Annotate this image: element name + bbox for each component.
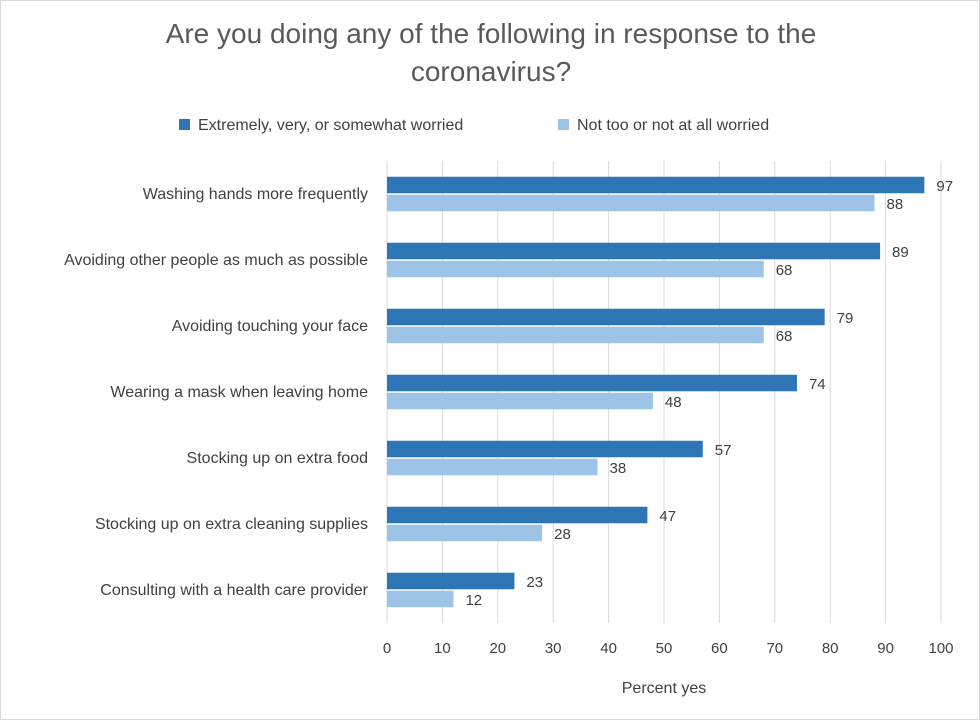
bar-worried — [387, 308, 825, 326]
legend-label-worried: Extremely, very, or somewhat worried — [198, 117, 464, 134]
x-tick-label: 10 — [434, 640, 451, 657]
category-labels: Washing hands more frequently Avoiding ot… — [64, 186, 369, 599]
data-label: 38 — [610, 460, 627, 477]
data-label: 68 — [776, 328, 793, 345]
category-label: Wearing a mask when leaving home — [110, 384, 368, 401]
bar-worried — [387, 572, 515, 590]
x-tick-label: 60 — [711, 640, 728, 657]
bar-worried — [387, 242, 881, 260]
x-axis-label: Percent yes — [622, 680, 706, 697]
data-label: 57 — [715, 442, 732, 459]
data-label: 74 — [809, 376, 826, 393]
x-tick-label: 100 — [928, 640, 953, 657]
x-tick-label: 80 — [822, 640, 839, 657]
category-label: Washing hands more frequently — [143, 186, 368, 203]
bar-not-worried — [387, 458, 598, 476]
data-label: 79 — [837, 310, 854, 327]
category-label: Avoiding other people as much as possibl… — [64, 252, 368, 269]
data-labels: 97 88 89 68 79 68 74 48 57 38 47 28 23 12 — [465, 178, 953, 609]
data-label: 68 — [776, 262, 793, 279]
x-tick-labels: 0 10 20 30 40 50 60 70 80 90 100 — [383, 640, 954, 657]
x-tick-label: 40 — [600, 640, 617, 657]
chart-title: Are you doing any of the following in re… — [165, 18, 817, 87]
data-label: 89 — [892, 244, 909, 261]
legend-label-not-worried: Not too or not at all worried — [577, 117, 770, 134]
data-label: 48 — [665, 394, 682, 411]
bar-worried — [387, 176, 925, 194]
bar-not-worried — [387, 260, 764, 278]
data-label: 12 — [465, 592, 482, 609]
chart-legend: Extremely, very, or somewhat worried Not… — [1, 115, 980, 137]
x-tick-label: 0 — [383, 640, 391, 657]
category-label: Consulting with a health care provider — [100, 582, 368, 599]
data-label: 97 — [936, 178, 953, 195]
legend-item-worried: Extremely, very, or somewhat worried — [179, 115, 463, 137]
x-tick-label: 90 — [877, 640, 894, 657]
bar-worried — [387, 440, 703, 458]
legend-swatch-worried — [179, 119, 190, 131]
bar-worried — [387, 506, 648, 524]
bar-not-worried — [387, 326, 764, 344]
legend-swatch-not-worried — [558, 119, 569, 131]
bar-not-worried — [387, 194, 875, 212]
category-label: Avoiding touching your face — [172, 318, 368, 335]
data-label: 23 — [526, 574, 543, 591]
x-tick-label: 70 — [766, 640, 783, 657]
x-tick-label: 50 — [656, 640, 673, 657]
legend-item-not-worried: Not too or not at all worried — [558, 115, 769, 137]
bar-worried — [387, 374, 797, 392]
category-label: Stocking up on extra food — [187, 450, 368, 467]
data-label: 88 — [887, 196, 904, 213]
bar-not-worried — [387, 524, 543, 542]
data-label: 47 — [659, 508, 676, 525]
x-tick-label: 30 — [545, 640, 562, 657]
gridlines — [386, 161, 942, 623]
bar-not-worried — [387, 590, 454, 608]
bars — [387, 176, 925, 608]
x-tick-label: 20 — [489, 640, 506, 657]
data-label: 28 — [554, 526, 571, 543]
category-label: Stocking up on extra cleaning supplies — [95, 516, 368, 533]
bar-not-worried — [387, 392, 653, 410]
